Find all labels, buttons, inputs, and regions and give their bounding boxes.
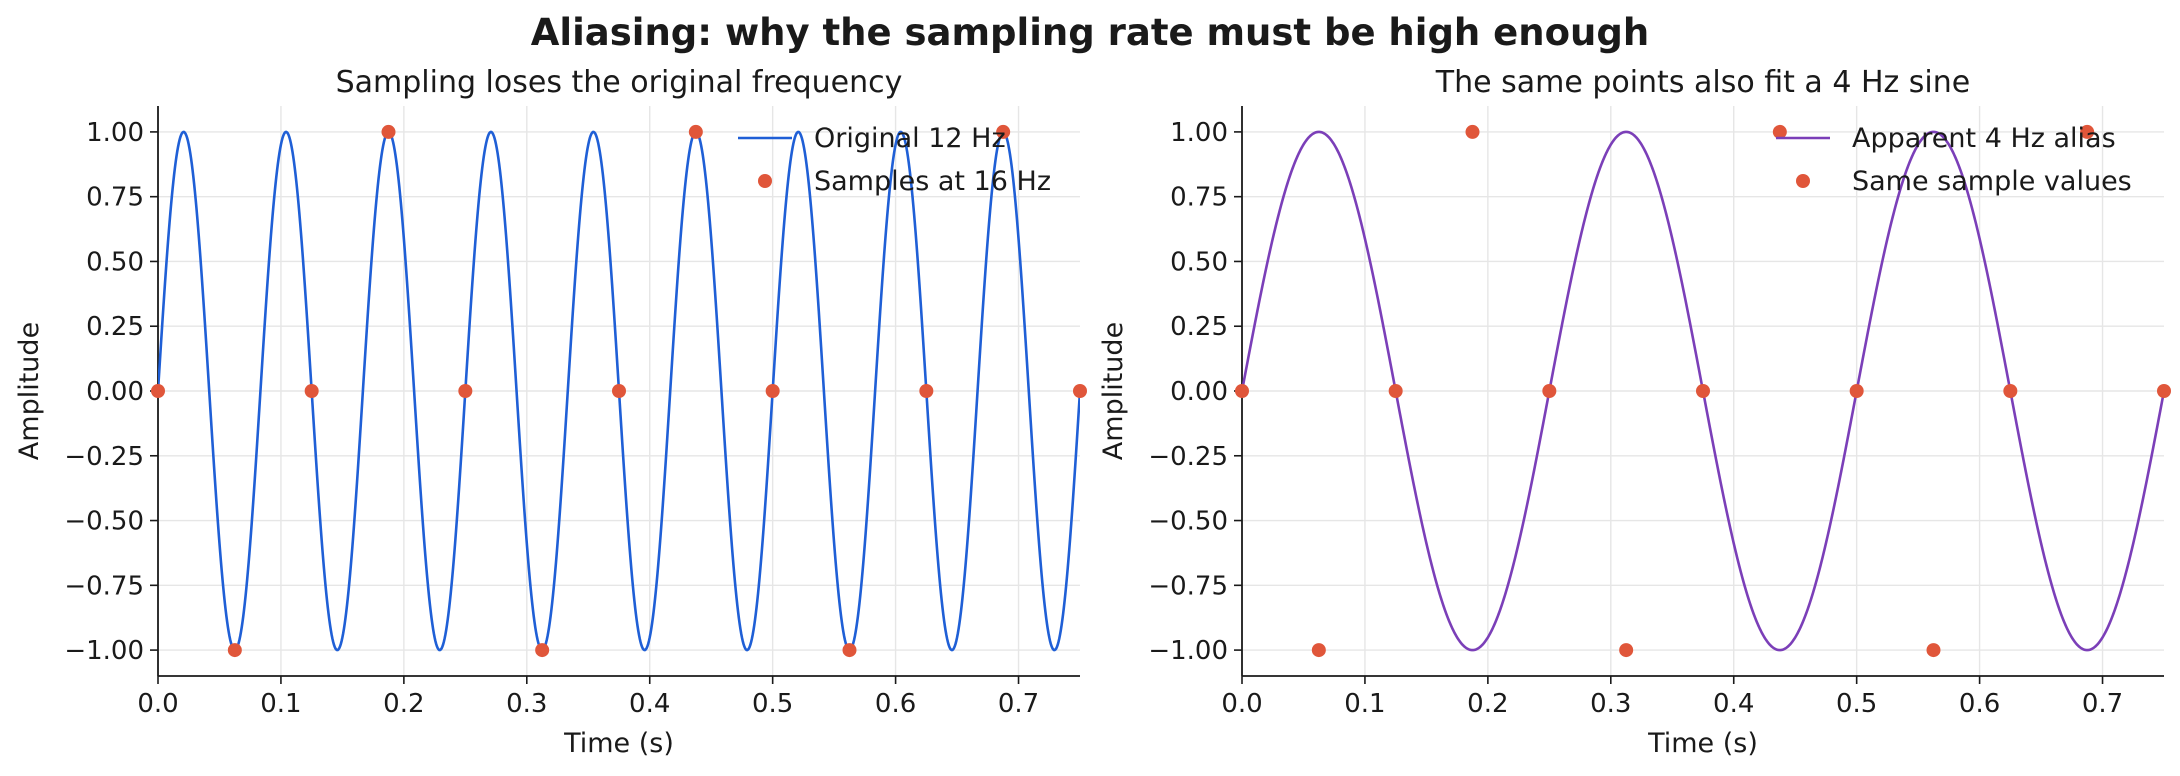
legend: Original 12 Hz Samples at 16 Hz <box>738 123 1051 197</box>
sample-point <box>304 384 319 398</box>
x-tick-label: 0.5 <box>752 689 793 719</box>
panel-left-chart: Sampling loses the original frequency 0.0… <box>14 65 1087 759</box>
x-tick-label: 0.1 <box>1344 689 1385 719</box>
y-tick-label: −1.00 <box>64 636 144 666</box>
y-tick-label: −0.25 <box>1148 442 1228 472</box>
y-tick-label: −0.50 <box>1148 507 1228 537</box>
x-tick-label: 0.7 <box>2082 689 2123 719</box>
sample-point <box>1696 384 1710 398</box>
panel-title: The same points also fit a 4 Hz sine <box>1435 65 1971 100</box>
x-axis-label: Time (s) <box>1647 728 1758 759</box>
x-tick-label: 0.7 <box>998 689 1039 719</box>
sample-point <box>2080 124 2095 139</box>
sample-point <box>612 384 626 398</box>
y-tick-label: 1.00 <box>86 118 144 148</box>
y-tick-label: 0.00 <box>86 377 144 407</box>
y-axis-label: Amplitude <box>14 322 45 460</box>
y-tick-label: −0.75 <box>1148 571 1228 601</box>
legend: Apparent 4 Hz alias Same sample values <box>1776 123 2132 197</box>
sample-point <box>1542 384 1557 398</box>
legend-marker-swatch <box>1796 174 1810 188</box>
sample-point <box>688 124 703 139</box>
x-tick-label: 0.4 <box>629 689 670 719</box>
x-tick-label: 0.6 <box>1959 689 2000 719</box>
sample-point <box>227 643 242 658</box>
sample-point <box>919 384 934 398</box>
y-tick-label: −0.50 <box>64 507 144 537</box>
sample-points <box>1235 124 2171 658</box>
x-tick-label: 0.5 <box>1836 689 1877 719</box>
x-axis-label: Time (s) <box>563 728 674 759</box>
sample-point <box>1073 384 1087 398</box>
sample-point <box>842 643 857 658</box>
x-tick-label: 0.0 <box>1221 689 1262 719</box>
sample-points <box>151 124 1087 658</box>
legend-marker-swatch <box>758 174 772 188</box>
y-tick-label: 0.75 <box>1170 183 1228 213</box>
y-tick-label: −0.25 <box>64 442 144 472</box>
sample-point <box>535 643 550 658</box>
sample-point <box>1772 124 1787 139</box>
sample-point <box>765 384 780 398</box>
panel-title: Sampling loses the original frequency <box>336 65 903 100</box>
y-tick-label: 0.25 <box>1170 312 1228 342</box>
sample-point <box>1388 384 1403 398</box>
legend-label: Same sample values <box>1852 166 2132 197</box>
sample-point <box>1465 124 1480 139</box>
sample-point <box>1849 384 1864 398</box>
sample-point <box>1926 643 1941 658</box>
y-tick-label: 0.75 <box>86 183 144 213</box>
sample-point <box>458 384 473 398</box>
x-tick-label: 0.2 <box>383 689 424 719</box>
x-tick-label: 0.0 <box>137 689 178 719</box>
sample-point <box>381 124 396 139</box>
sample-point <box>151 384 165 398</box>
y-tick-label: 0.50 <box>86 247 144 277</box>
y-tick-label: −1.00 <box>1148 636 1228 666</box>
y-axis-label: Amplitude <box>1098 322 1129 460</box>
figure-title: Aliasing: why the sampling rate must be … <box>531 11 1649 54</box>
sample-point <box>1619 643 1634 658</box>
x-tick-label: 0.4 <box>1713 689 1754 719</box>
legend-label: Samples at 16 Hz <box>814 166 1051 197</box>
x-tick-label: 0.6 <box>875 689 916 719</box>
sample-point <box>2157 384 2171 398</box>
x-tick-label: 0.2 <box>1467 689 1508 719</box>
x-tick-label: 0.3 <box>506 689 547 719</box>
sample-point <box>1235 384 1249 398</box>
sample-point <box>1311 643 1326 658</box>
y-tick-label: 0.25 <box>86 312 144 342</box>
legend-label: Original 12 Hz <box>814 123 1006 154</box>
y-tick-label: 1.00 <box>1170 118 1228 148</box>
sample-point <box>996 124 1011 139</box>
y-tick-label: −0.75 <box>64 571 144 601</box>
y-tick-label: 0.50 <box>1170 247 1228 277</box>
legend-label: Apparent 4 Hz alias <box>1852 123 2116 154</box>
sample-point <box>2003 384 2018 398</box>
x-tick-label: 0.1 <box>260 689 301 719</box>
x-tick-label: 0.3 <box>1590 689 1631 719</box>
y-tick-label: 0.00 <box>1170 377 1228 407</box>
